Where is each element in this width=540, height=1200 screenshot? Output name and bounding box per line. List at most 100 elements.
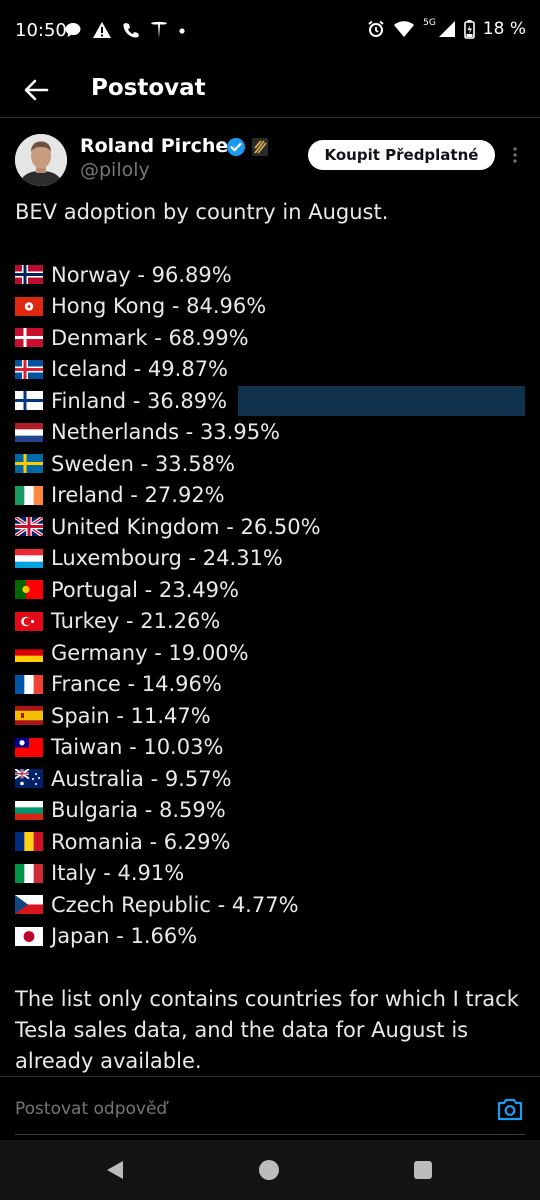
united-kingdom-flag-icon (15, 517, 43, 537)
country-item: Ireland - 27.92% (15, 480, 530, 512)
warning-icon (93, 22, 111, 38)
status-time: 10:50 (15, 20, 67, 41)
tesla-icon (151, 21, 167, 38)
ireland-flag-icon (15, 485, 43, 505)
country-text: Hong Kong - 84.96% (51, 294, 267, 319)
country-item: Australia - 9.57% (15, 763, 530, 795)
country-item: Luxembourg - 24.31% (15, 543, 530, 575)
country-text: United Kingdom - 26.50% (51, 514, 321, 539)
nav-home-icon[interactable] (259, 1160, 279, 1180)
alarm-icon (368, 20, 384, 37)
country-item: Czech Republic - 4.77% (15, 889, 530, 921)
system-icons: 5G 18 % (367, 18, 526, 39)
country-item: United Kingdom - 26.50% (15, 511, 530, 543)
country-item: Sweden - 33.58% (15, 448, 530, 480)
country-text: Iceland - 49.87% (51, 357, 229, 382)
subscribe-button[interactable]: Koupit Předplatné (308, 140, 495, 170)
header-divider (0, 117, 540, 118)
france-flag-icon (15, 674, 43, 694)
post-intro: BEV adoption by country in August. (15, 200, 389, 224)
reply-box (0, 1077, 540, 1140)
australia-flag-icon (15, 769, 43, 789)
country-text: Turkey - 21.26% (51, 609, 221, 634)
netherlands-flag-icon (15, 422, 43, 442)
page-title: Postovat (91, 75, 206, 101)
country-text: Denmark - 68.99% (51, 325, 249, 350)
reply-input[interactable] (15, 1097, 475, 1121)
text-selection-highlight (238, 386, 525, 416)
network-type: 5G (423, 18, 436, 28)
navigation-bar (0, 1140, 540, 1200)
portugal-flag-icon (15, 580, 43, 600)
country-text: Czech Republic - 4.77% (51, 892, 299, 917)
country-item: Denmark - 68.99% (15, 322, 530, 354)
status-bar: 10:50 5G 18 % (0, 0, 540, 64)
country-text: Norway - 96.89% (51, 262, 232, 287)
verified-badge-icon (227, 138, 245, 156)
country-item: Turkey - 21.26% (15, 606, 530, 638)
country-item: Italy - 4.91% (15, 858, 530, 890)
germany-flag-icon (15, 643, 43, 663)
chat-icon (65, 23, 81, 37)
country-item: Netherlands - 33.95% (15, 417, 530, 449)
country-item: Romania - 6.29% (15, 826, 530, 858)
hong-kong-flag-icon (15, 296, 43, 316)
wifi-icon (394, 21, 415, 37)
nav-recent-apps-icon[interactable] (414, 1161, 432, 1179)
country-item: France - 14.96% (15, 669, 530, 701)
taiwan-flag-icon (15, 737, 43, 757)
country-list: Norway - 96.89% Hong Kong - 84.96% Denmark… (15, 259, 530, 952)
battery-icon (463, 19, 475, 39)
author-handle[interactable]: @piloly (80, 159, 150, 181)
iceland-flag-icon (15, 359, 43, 379)
phone-icon (123, 23, 139, 38)
country-text: Germany - 19.00% (51, 640, 249, 665)
japan-flag-icon (15, 926, 43, 946)
nav-back-icon[interactable] (105, 1159, 125, 1181)
more-options-icon[interactable] (506, 145, 524, 165)
country-item: Germany - 19.00% (15, 637, 530, 669)
avatar[interactable] (15, 134, 67, 186)
reply-top-divider (0, 1076, 540, 1077)
reply-bottom-divider (15, 1134, 525, 1135)
country-text: Australia - 9.57% (51, 766, 232, 791)
country-item: Bulgaria - 8.59% (15, 795, 530, 827)
country-item: Iceland - 49.87% (15, 354, 530, 386)
affiliate-badge-icon (252, 138, 268, 156)
country-text: Finland - 36.89% (51, 388, 228, 413)
country-item: Finland - 36.89% (15, 385, 530, 417)
country-text: Spain - 11.47% (51, 703, 211, 728)
luxembourg-flag-icon (15, 548, 43, 568)
author-name[interactable]: Roland Pircher (80, 135, 238, 157)
avatar-image (15, 134, 67, 186)
back-arrow-icon[interactable] (20, 74, 52, 106)
italy-flag-icon (15, 863, 43, 883)
camera-icon[interactable] (496, 1096, 524, 1122)
czech-republic-flag-icon (15, 895, 43, 915)
sweden-flag-icon (15, 454, 43, 474)
denmark-flag-icon (15, 328, 43, 348)
spain-flag-icon (15, 706, 43, 726)
signal-icon (438, 21, 455, 37)
norway-flag-icon (15, 265, 43, 285)
country-text: Portugal - 23.49% (51, 577, 239, 602)
country-item: Norway - 96.89% (15, 259, 530, 291)
country-text: Italy - 4.91% (51, 861, 185, 886)
country-text: Netherlands - 33.95% (51, 420, 281, 445)
country-item: Portugal - 23.49% (15, 574, 530, 606)
country-item: Spain - 11.47% (15, 700, 530, 732)
country-text: France - 14.96% (51, 672, 222, 697)
romania-flag-icon (15, 832, 43, 852)
country-item: Hong Kong - 84.96% (15, 291, 530, 323)
post-outro: The list only contains countries for whi… (15, 987, 519, 1073)
compose-header: Postovat (0, 64, 540, 116)
country-text: Sweden - 33.58% (51, 451, 235, 476)
turkey-flag-icon (15, 611, 43, 631)
country-text: Japan - 1.66% (51, 924, 198, 949)
country-text: Ireland - 27.92% (51, 483, 225, 508)
battery-level: 18 % (482, 19, 526, 39)
bulgaria-flag-icon (15, 800, 43, 820)
country-item: Japan - 1.66% (15, 921, 530, 953)
country-item: Taiwan - 10.03% (15, 732, 530, 764)
country-text: Luxembourg - 24.31% (51, 546, 283, 571)
